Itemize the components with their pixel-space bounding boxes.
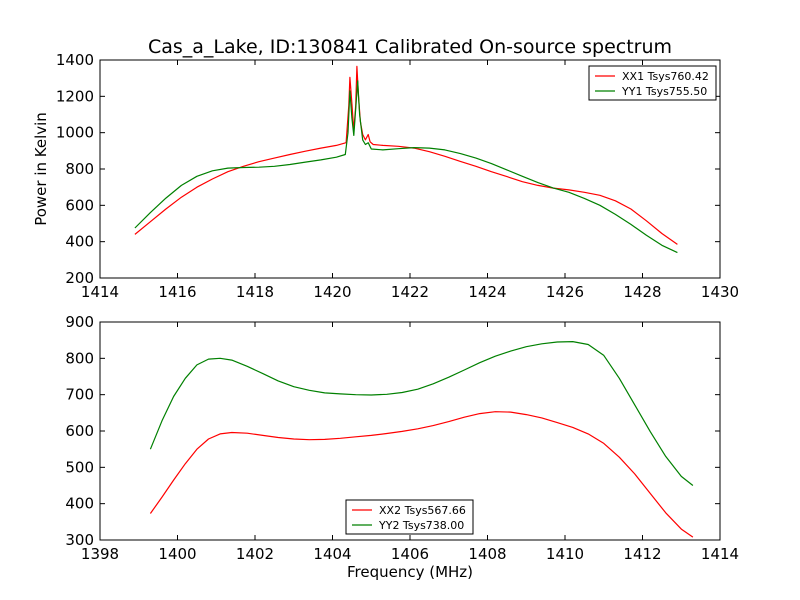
x-tick-label: 1410: [546, 545, 584, 563]
series-line-yy1: [134, 80, 678, 254]
legend-box: [588, 65, 717, 101]
x-tick-label: 1400: [158, 545, 196, 563]
x-tick-label: 1408: [468, 545, 506, 563]
legend-label: XX1 Tsys760.42: [622, 70, 709, 83]
legend-box: [345, 499, 474, 535]
x-tick-label: 1418: [236, 283, 274, 301]
x-tick-label: 1424: [468, 283, 506, 301]
x-tick-label: 1414: [81, 283, 119, 301]
y-tick-label: 1400: [56, 51, 94, 69]
x-tick-label: 1422: [391, 283, 429, 301]
y-tick-label: 900: [65, 313, 94, 331]
y-tick-label: 400: [65, 233, 94, 251]
legend-label: XX2 Tsys567.66: [379, 504, 466, 517]
series-line-xx2: [149, 411, 694, 538]
y-axis-label: Power in Kelvin: [32, 112, 50, 226]
y-tick-label: 800: [65, 349, 94, 367]
x-tick-label: 1398: [81, 545, 119, 563]
y-tick-label: 800: [65, 160, 94, 178]
subplot-1: 1414 1416 1418 1420 1422 1424 1426 1428 1430 200 4…: [32, 51, 739, 301]
y-tick-label: 200: [65, 269, 94, 287]
x-tick-label: 1406: [391, 545, 429, 563]
legend-label: YY1 Tsys755.50: [621, 85, 707, 98]
x-tick-label: 1426: [546, 283, 584, 301]
y-tick-label: 600: [65, 196, 94, 214]
y-tick-label: 1200: [56, 87, 94, 105]
x-tick-label: 1428: [623, 283, 661, 301]
x-tick-label: 1404: [313, 545, 351, 563]
figure-title: Cas_a_Lake, ID:130841 Calibrated On-sour…: [148, 36, 672, 58]
series-line-yy2: [149, 341, 694, 486]
y-tick-label: 700: [65, 386, 94, 404]
x-tick-label: 1402: [236, 545, 274, 563]
x-tick-label: 1414: [701, 545, 739, 563]
y-tick-label: 300: [65, 531, 94, 549]
y-tick-label: 1000: [56, 124, 94, 142]
x-axis-label: Frequency (MHz): [347, 563, 473, 581]
legend: XX2 Tsys567.66 YY2 Tsys738.00: [345, 499, 474, 535]
y-tick-label: 400: [65, 495, 94, 513]
legend: XX1 Tsys760.42 YY1 Tsys755.50: [588, 65, 717, 101]
y-tick-label: 500: [65, 458, 94, 476]
x-tick-label: 1412: [623, 545, 661, 563]
x-tick-label: 1416: [158, 283, 196, 301]
legend-label: YY2 Tsys738.00: [378, 519, 464, 532]
x-tick-label: 1430: [701, 283, 739, 301]
y-tick-label: 600: [65, 422, 94, 440]
subplot-2: 1398 1400 1402 1404 1406 1408 1410 1412 1414 300 4…: [65, 313, 739, 581]
x-tick-label: 1420: [313, 283, 351, 301]
